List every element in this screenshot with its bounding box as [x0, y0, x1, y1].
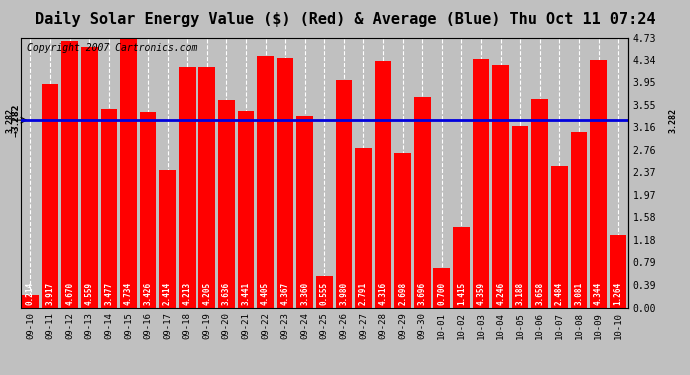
Text: →3.282: →3.282	[12, 104, 21, 137]
Text: 3.917: 3.917	[46, 282, 55, 304]
Bar	[433, 267, 450, 308]
Bar	[394, 153, 411, 308]
Text: Copyright 2007 Cartronics.com: Copyright 2007 Cartronics.com	[27, 43, 197, 53]
Text: 4.246: 4.246	[496, 282, 505, 304]
Text: 3.477: 3.477	[104, 282, 113, 304]
Text: 3.441: 3.441	[241, 282, 250, 304]
Bar	[531, 99, 548, 308]
Bar	[335, 80, 352, 308]
Bar	[139, 112, 157, 308]
Text: 4.205: 4.205	[202, 282, 211, 304]
Bar	[316, 276, 333, 308]
Text: 3.636: 3.636	[222, 282, 231, 304]
Bar	[453, 227, 470, 308]
Text: 2.791: 2.791	[359, 282, 368, 304]
Text: 4.316: 4.316	[379, 282, 388, 304]
Bar	[199, 68, 215, 308]
Text: 4.559: 4.559	[85, 282, 94, 304]
Bar	[551, 166, 568, 308]
Bar	[120, 37, 137, 308]
Text: 3.980: 3.980	[339, 282, 348, 304]
Text: Daily Solar Energy Value ($) (Red) & Average (Blue) Thu Oct 11 07:24: Daily Solar Energy Value ($) (Red) & Ave…	[34, 11, 655, 27]
Text: 3.696: 3.696	[417, 282, 426, 304]
Bar	[375, 61, 391, 308]
Bar	[590, 60, 607, 308]
Text: 3.426: 3.426	[144, 282, 152, 304]
Text: 3.658: 3.658	[535, 282, 544, 304]
Bar	[22, 295, 39, 307]
Text: 4.734: 4.734	[124, 282, 133, 304]
Bar	[61, 41, 78, 308]
Bar	[257, 56, 274, 308]
Bar	[355, 148, 372, 308]
Bar	[512, 126, 529, 308]
Text: 2.484: 2.484	[555, 282, 564, 304]
Text: 3.360: 3.360	[300, 282, 309, 304]
Text: 4.359: 4.359	[477, 282, 486, 304]
Bar	[610, 236, 627, 308]
Bar	[571, 132, 587, 308]
Bar	[179, 67, 195, 308]
Bar	[492, 65, 509, 308]
Text: 0.214: 0.214	[26, 282, 35, 304]
Bar	[277, 58, 293, 308]
Bar	[297, 116, 313, 308]
Text: 0.555: 0.555	[319, 282, 329, 304]
Bar	[81, 47, 97, 308]
Bar	[101, 109, 117, 307]
Text: 4.367: 4.367	[281, 282, 290, 304]
Text: 1.264: 1.264	[613, 282, 622, 304]
Bar	[237, 111, 255, 308]
Text: 0.700: 0.700	[437, 282, 446, 304]
Bar	[159, 170, 176, 308]
Bar	[218, 100, 235, 308]
Text: 3.188: 3.188	[515, 282, 524, 304]
Text: 3.081: 3.081	[575, 282, 584, 304]
Text: 4.344: 4.344	[594, 282, 603, 304]
Text: 4.670: 4.670	[65, 282, 74, 304]
Text: 2.698: 2.698	[398, 282, 407, 304]
Bar	[42, 84, 59, 308]
Text: 4.405: 4.405	[261, 282, 270, 304]
Text: 4.213: 4.213	[183, 282, 192, 304]
Text: 2.414: 2.414	[163, 282, 172, 304]
Bar	[473, 58, 489, 308]
Text: 1.415: 1.415	[457, 282, 466, 304]
Text: 3.282: 3.282	[668, 108, 678, 133]
Text: 3.282: 3.282	[6, 108, 15, 133]
Bar	[414, 96, 431, 308]
